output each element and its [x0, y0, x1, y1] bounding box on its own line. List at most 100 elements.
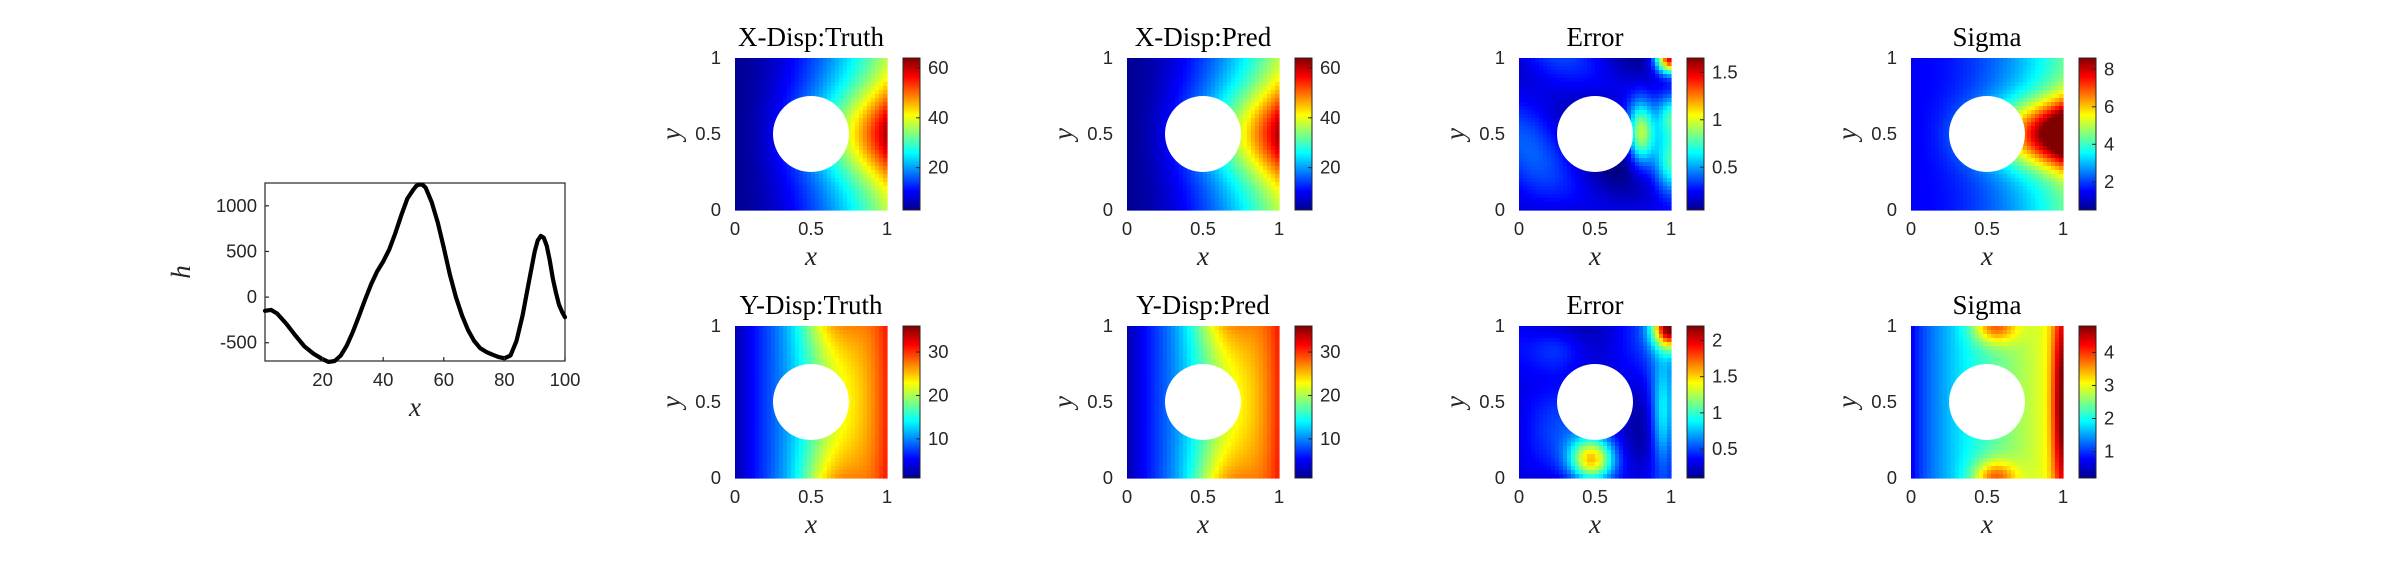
heatmap-cell: [1135, 98, 1140, 103]
heatmap-cell: [1587, 170, 1592, 175]
heatmap-cell: [1659, 198, 1664, 203]
heatmap-cell: [755, 198, 760, 203]
heatmap-cell: [1659, 90, 1664, 95]
heatmap-cell: [783, 86, 788, 91]
heatmap-cell: [1647, 166, 1652, 171]
heatmap-cell: [1223, 74, 1228, 79]
heatmap-cell: [1915, 126, 1920, 131]
heatmap-cell: [1931, 78, 1936, 83]
heatmap-cell: [1959, 74, 1964, 79]
heatmap-cell: [775, 190, 780, 195]
heatmap-cell: [1199, 206, 1204, 211]
y-tick-label: 1: [1103, 47, 1113, 68]
heatmap-cell: [1927, 58, 1932, 63]
heatmap-cell: [879, 158, 884, 163]
heatmap-cell: [791, 70, 796, 75]
heatmap-cell: [847, 182, 852, 187]
heatmap-cell: [1179, 194, 1184, 199]
heatmap-cell: [743, 170, 748, 175]
heatmap-cell: [1951, 110, 1956, 115]
heatmap-cell: [1567, 166, 1572, 171]
heatmap-cell: [1271, 146, 1276, 151]
heatmap-cell: [1635, 90, 1640, 95]
heatmap-cell: [1967, 62, 1972, 67]
heatmap-cell: [1259, 162, 1264, 167]
heatmap-cell: [1535, 126, 1540, 131]
heatmap-cell: [1935, 150, 1940, 155]
heatmap-cell: [1663, 66, 1668, 71]
heatmap-cell: [1175, 86, 1180, 91]
heatmap-cell: [1947, 94, 1952, 99]
heatmap-cell: [1147, 90, 1152, 95]
heatmap-cell: [1243, 126, 1248, 131]
heatmap-cell: [839, 62, 844, 67]
heatmap-cell: [1547, 182, 1552, 187]
heatmap-cell: [1251, 106, 1256, 111]
heatmap-cell: [1247, 158, 1252, 163]
heatmap-cell: [807, 186, 812, 191]
heatmap-cell: [859, 134, 864, 139]
heatmap-cell: [1935, 74, 1940, 79]
heatmap-cell: [1663, 78, 1668, 83]
heatmap-cell: [1587, 66, 1592, 71]
heatmap-cell: [751, 170, 756, 175]
heatmap-cell: [1655, 206, 1660, 211]
heatmap-cell: [1267, 194, 1272, 199]
heatmap-cell: [1599, 170, 1604, 175]
heatmap-cell: [775, 58, 780, 63]
heatmap-cell: [1647, 58, 1652, 63]
y-tick-label: 0: [1103, 199, 1113, 220]
heatmap-cell: [1135, 186, 1140, 191]
heatmap-cell: [1155, 78, 1160, 83]
heatmap-cell: [1543, 190, 1548, 195]
heatmap-cell: [1139, 154, 1144, 159]
heatmap-cell: [1171, 78, 1176, 83]
heatmap-cell: [755, 134, 760, 139]
heatmap-cell: [1175, 78, 1180, 83]
heatmap-cell: [1931, 62, 1936, 67]
heatmap-cell: [1175, 166, 1180, 171]
heatmap-cell: [1935, 186, 1940, 191]
heatmap-cell: [1955, 194, 1960, 199]
heatmap-cell: [1639, 182, 1644, 187]
heatmap-cell: [823, 90, 828, 95]
heatmap-cell: [851, 62, 856, 67]
heatmap-cell: [1643, 62, 1648, 67]
heatmap-cell: [1919, 122, 1924, 127]
heatmap-cell: [1275, 74, 1280, 79]
heatmap-cell: [1183, 166, 1188, 171]
heatmap-cell: [871, 130, 876, 135]
heatmap-cell: [1151, 178, 1156, 183]
heatmap-cell: [831, 70, 836, 75]
heatmap-cell: [1915, 82, 1920, 87]
heatmap-cell: [883, 182, 888, 187]
heatmap-cell: [1951, 182, 1956, 187]
heatmap-cell: [1659, 206, 1664, 211]
heatmap-cell: [1939, 174, 1944, 179]
heatmap-cell: [1531, 174, 1536, 179]
heatmap-cell: [843, 86, 848, 91]
heatmap-cell: [1139, 198, 1144, 203]
heatmap-cell: [1923, 162, 1928, 167]
heatmap-cell: [827, 74, 832, 79]
heatmap-cell: [1931, 114, 1936, 119]
heatmap-cell: [767, 162, 772, 167]
heatmap-cell: [1147, 150, 1152, 155]
heatmap-cell: [743, 86, 748, 91]
heatmap-cell: [1667, 194, 1672, 199]
heatmap-cell: [1575, 90, 1580, 95]
heatmap-cell: [847, 106, 852, 111]
heatmap-cell: [1147, 58, 1152, 63]
heatmap-cell: [1267, 114, 1272, 119]
heatmap-cell: [1615, 82, 1620, 87]
heatmap-cell: [1127, 66, 1132, 71]
heatmap-cell: [755, 126, 760, 131]
heatmap-cell: [1127, 194, 1132, 199]
heatmap-cell: [775, 102, 780, 107]
heatmap-cell: [1191, 186, 1196, 191]
heatmap-cell: [1535, 154, 1540, 159]
heatmap-cell: [779, 206, 784, 211]
heatmap-cell: [1187, 170, 1192, 175]
heatmap-cell: [859, 158, 864, 163]
heatmap-cell: [1599, 86, 1604, 91]
